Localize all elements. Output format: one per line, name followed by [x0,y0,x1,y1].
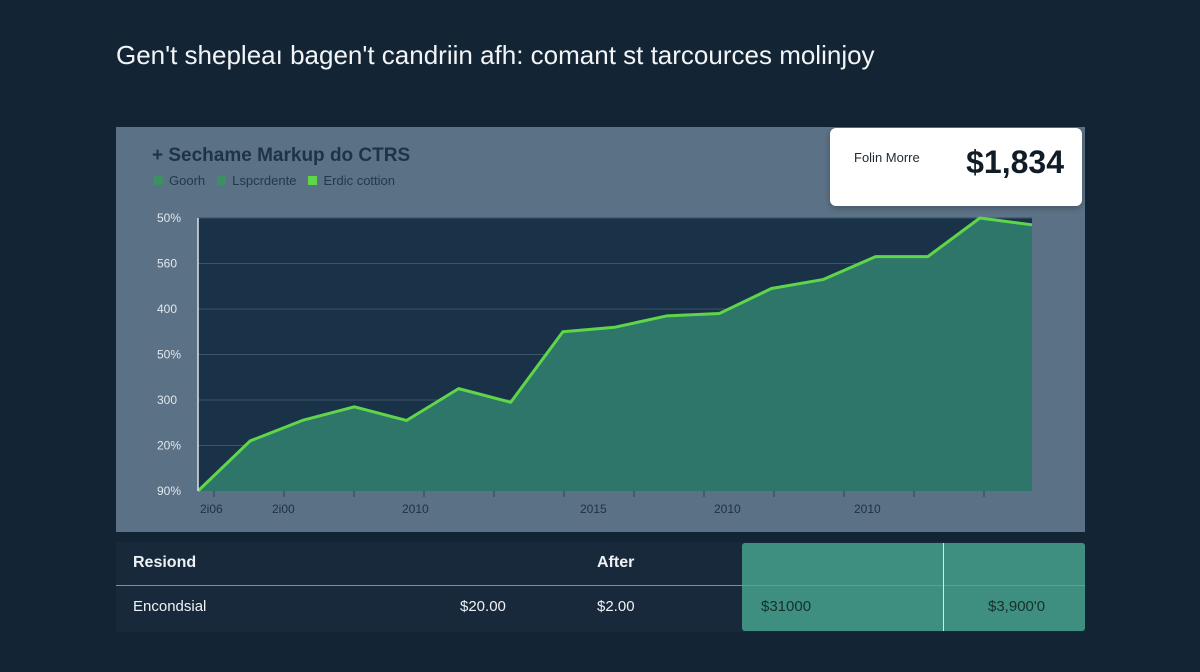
legend-label: Erdic cottion [323,173,396,188]
table-column-divider [943,543,944,631]
y-tick-label: 400 [157,302,177,316]
area-chart: 90% 20% 300 50% 400 560 50% 2i06 2i00 2010 2015 20… [157,211,1033,516]
x-tick-labels: 2i06 2i00 2010 2015 2010 2010 [200,491,985,516]
table-row-divider [116,585,1085,586]
legend-label: Lspcrdente [232,173,297,188]
x-tick-label: 2i00 [272,502,295,516]
table-highlight-region [742,543,1085,631]
x-tick-label: 2010 [854,502,881,516]
x-tick-label: 2010 [714,502,741,516]
y-tick-label: 300 [157,393,177,407]
callout-value: $1,834 [966,144,1064,180]
chart-title: + Sechame Markup do CTRS [152,145,411,166]
legend-item-goorh[interactable]: Goorh [154,173,205,188]
y-tick-label: 90% [157,484,181,498]
chart-legend: Goorh Lspcrdente Erdic cottion [154,173,395,188]
x-tick-label: 2010 [402,502,429,516]
table-cell-v4: $3,900'0 [988,598,1046,615]
series-line [196,216,1033,493]
legend-swatch-lspcrdente [217,176,227,185]
area-fill [198,218,1032,491]
y-tick-label: 20% [157,439,181,453]
table-row-label: Encondsial [133,598,207,615]
legend-swatch-goorh [154,176,163,185]
value-callout: Folin Morre $1,834 [830,128,1082,206]
table-header-resiond: Resiond [133,554,197,571]
y-tick-label: 50% [157,211,181,225]
y-tick-labels: 90% 20% 300 50% 400 560 50% [157,211,181,498]
callout-label: Folin Morre [854,150,920,165]
y-tick-label: 560 [157,257,177,271]
chart-panel: + Sechame Markup do CTRS Goorh Lspcrdent… [116,127,1085,532]
x-tick-label: 2i06 [200,502,223,516]
table-cell-v1: $20.00 [460,598,506,615]
x-tick-label: 2015 [580,502,607,516]
table-cell-v2: $2.00 [597,598,635,615]
legend-item-lspcrdente[interactable]: Lspcrdente [217,173,296,188]
legend-label: Goorh [169,173,206,188]
y-tick-label: 50% [157,348,181,362]
legend-swatch-erdic [308,176,318,185]
table-header-after: After [597,554,635,571]
page-headline: Gen't shepleaı bagen't candriin afh: com… [116,40,875,70]
legend-item-erdic[interactable]: Erdic cottion [308,173,395,188]
summary-table: Resiond After Encondsial $20.00 $2.00 $3… [116,542,1085,632]
table-cell-v3: $31000 [761,598,812,615]
